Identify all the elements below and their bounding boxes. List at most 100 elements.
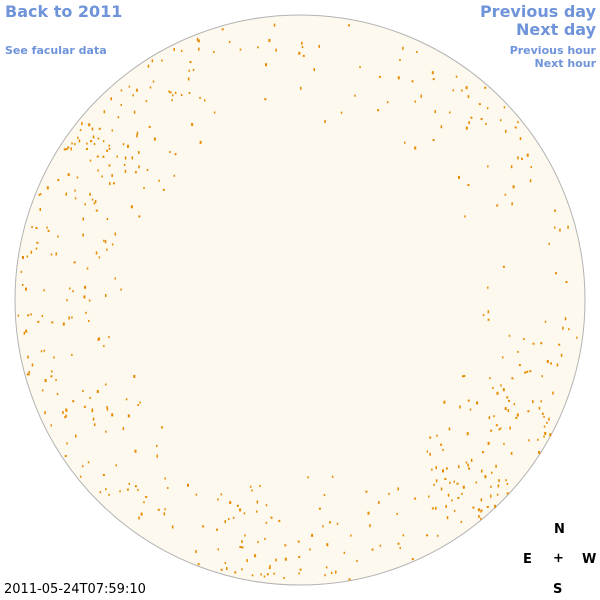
facula-point: [378, 501, 380, 504]
facula-point: [527, 410, 530, 413]
facula-point: [137, 488, 139, 491]
facula-point: [458, 465, 460, 469]
facula-point: [265, 504, 268, 507]
facula-point: [511, 377, 514, 380]
see-facular-data-link[interactable]: See facular data: [5, 44, 107, 57]
facula-point: [146, 169, 149, 171]
facula-point: [112, 182, 115, 185]
facula-point: [502, 388, 505, 392]
facula-point: [506, 483, 509, 485]
facula-point: [105, 430, 107, 433]
facula-point: [468, 121, 470, 125]
facula-point: [414, 100, 416, 103]
facula-point: [96, 155, 99, 158]
facula-point: [265, 63, 267, 67]
facula-point: [17, 314, 20, 317]
facula-point: [283, 577, 285, 579]
facula-point: [487, 165, 489, 168]
facula-point: [66, 299, 68, 302]
facula-point: [71, 316, 73, 319]
facula-point: [244, 534, 246, 537]
facula-point: [139, 401, 141, 404]
facula-point: [492, 387, 494, 389]
facula-point: [164, 508, 166, 511]
facula-point: [198, 47, 200, 51]
facula-point: [576, 336, 578, 339]
facula-point: [92, 417, 95, 421]
facula-point: [432, 78, 435, 81]
facula-point: [133, 110, 136, 114]
facula-point: [325, 566, 328, 569]
next-day-link[interactable]: Next day: [516, 20, 596, 39]
facula-point: [453, 509, 456, 512]
facula-point: [93, 424, 96, 426]
facula-point: [506, 396, 509, 399]
facula-point: [106, 406, 108, 409]
facula-point: [434, 110, 436, 114]
back-to-year-link[interactable]: Back to 2011: [5, 2, 123, 21]
facula-point: [152, 80, 155, 83]
facula-point: [163, 512, 166, 516]
facula-point: [132, 94, 134, 97]
facula-point: [516, 413, 519, 417]
facula-point: [538, 406, 541, 410]
facula-point: [504, 407, 507, 411]
facula-point: [508, 399, 510, 402]
facula-point: [91, 127, 94, 131]
facula-point: [554, 209, 556, 212]
facula-point: [195, 493, 198, 496]
next-hour-link[interactable]: Next hour: [534, 57, 597, 70]
facula-point: [446, 516, 449, 520]
facula-point: [521, 157, 523, 160]
facula-point: [149, 86, 152, 89]
facula-point: [538, 451, 541, 454]
facula-point: [541, 412, 544, 415]
facula-point: [256, 500, 259, 504]
facula-point: [84, 285, 87, 289]
facula-point: [451, 499, 453, 502]
facula-point: [65, 414, 67, 418]
facula-point: [131, 156, 134, 160]
facula-point: [91, 198, 94, 201]
facula-point: [560, 353, 563, 357]
previous-hour-link[interactable]: Previous hour: [509, 44, 596, 57]
facula-point: [326, 543, 329, 547]
compass-south-label: S: [553, 582, 563, 597]
facula-point: [404, 141, 406, 144]
facula-point: [26, 255, 29, 258]
facula-point: [65, 409, 68, 412]
facula-point: [156, 444, 158, 447]
facula-point: [426, 450, 429, 453]
facula-point: [257, 541, 259, 544]
facula-point: [76, 176, 79, 179]
facula-point: [62, 411, 64, 414]
facula-point: [414, 497, 417, 500]
previous-day-link[interactable]: Previous day: [479, 2, 596, 21]
facula-point: [510, 451, 513, 455]
facula-point: [548, 242, 550, 245]
facula-point: [530, 166, 532, 169]
facula-point: [512, 185, 515, 189]
facula-point: [108, 493, 110, 496]
solar-disk: [14, 14, 586, 586]
facula-point: [507, 409, 510, 413]
facula-point: [224, 562, 227, 565]
facula-point: [92, 135, 95, 139]
facula-point: [270, 516, 273, 519]
facula-point: [145, 496, 148, 498]
facula-point: [105, 383, 107, 386]
facula-point: [510, 165, 513, 169]
facula-point: [480, 498, 483, 502]
facula-point: [307, 476, 309, 479]
facula-point: [443, 400, 446, 404]
facula-point: [39, 193, 42, 196]
facula-point: [322, 525, 324, 528]
facula-point: [122, 143, 125, 146]
facula-point: [189, 61, 192, 64]
facula-point: [65, 192, 67, 196]
facula-point: [436, 534, 439, 537]
facula-point: [65, 148, 68, 151]
facula-point: [467, 95, 470, 99]
facula-point: [411, 558, 414, 561]
facula-point: [43, 349, 46, 352]
